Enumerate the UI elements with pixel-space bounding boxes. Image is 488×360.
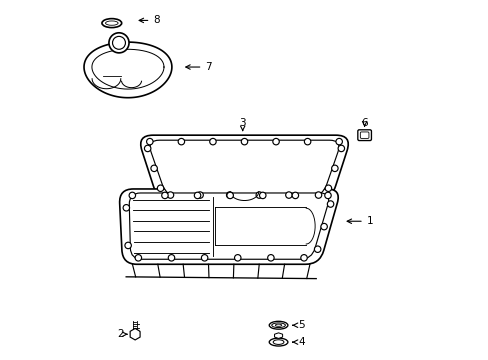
Polygon shape <box>84 42 171 98</box>
Circle shape <box>144 145 151 152</box>
Ellipse shape <box>105 21 118 25</box>
Text: 5: 5 <box>292 320 305 330</box>
Circle shape <box>124 242 131 249</box>
Circle shape <box>335 138 342 145</box>
Circle shape <box>146 138 153 145</box>
Circle shape <box>314 246 320 252</box>
Text: 1: 1 <box>346 216 372 226</box>
Text: 8: 8 <box>139 15 160 26</box>
Circle shape <box>267 255 274 261</box>
Circle shape <box>197 192 203 198</box>
Circle shape <box>162 192 168 199</box>
PathPatch shape <box>150 140 338 197</box>
Circle shape <box>285 192 291 198</box>
Circle shape <box>168 255 174 261</box>
Circle shape <box>241 138 247 145</box>
Circle shape <box>291 192 298 199</box>
Circle shape <box>209 138 216 145</box>
PathPatch shape <box>120 189 338 264</box>
Circle shape <box>320 224 326 230</box>
Text: 7: 7 <box>185 62 211 72</box>
FancyBboxPatch shape <box>360 132 368 138</box>
Text: 3: 3 <box>239 118 245 131</box>
Circle shape <box>129 192 135 199</box>
Circle shape <box>256 192 262 198</box>
Circle shape <box>234 255 241 261</box>
Circle shape <box>325 185 331 192</box>
Ellipse shape <box>269 321 287 329</box>
Circle shape <box>300 255 306 261</box>
Circle shape <box>315 192 321 198</box>
Polygon shape <box>130 328 140 340</box>
Circle shape <box>194 192 201 199</box>
Text: 4: 4 <box>292 337 305 347</box>
Circle shape <box>337 145 344 152</box>
Circle shape <box>226 192 233 199</box>
Circle shape <box>157 185 163 192</box>
Circle shape <box>324 192 330 199</box>
Circle shape <box>226 192 232 198</box>
Circle shape <box>326 201 333 207</box>
Circle shape <box>201 255 207 261</box>
Text: 2: 2 <box>117 329 127 339</box>
Circle shape <box>135 255 142 261</box>
Circle shape <box>109 33 129 53</box>
Circle shape <box>272 138 279 145</box>
Text: 6: 6 <box>361 118 367 128</box>
Circle shape <box>331 165 337 172</box>
Circle shape <box>304 138 310 145</box>
PathPatch shape <box>129 193 328 259</box>
Circle shape <box>259 192 265 199</box>
Circle shape <box>112 36 125 49</box>
Ellipse shape <box>275 324 281 326</box>
Ellipse shape <box>271 323 285 328</box>
Ellipse shape <box>269 338 287 346</box>
Circle shape <box>123 204 129 211</box>
Circle shape <box>151 165 157 172</box>
Circle shape <box>178 138 184 145</box>
PathPatch shape <box>141 135 347 202</box>
Polygon shape <box>274 333 282 338</box>
Circle shape <box>167 192 173 198</box>
Ellipse shape <box>102 19 122 28</box>
FancyBboxPatch shape <box>357 130 371 140</box>
Ellipse shape <box>273 340 284 345</box>
